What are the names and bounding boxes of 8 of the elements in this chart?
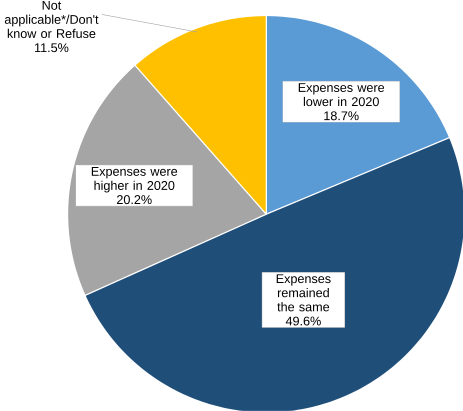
slice-label: Expenses remained the same bbox=[276, 274, 331, 312]
data-label: 18.7% bbox=[324, 111, 359, 120]
data-label: 49.6% bbox=[286, 316, 321, 326]
data-label: 20.2% bbox=[117, 195, 152, 204]
slice-label: Expenses were higher in 2020 bbox=[92, 167, 178, 192]
slice-label: Expenses were lower in 2020 bbox=[298, 83, 384, 106]
data-label: 11.5% bbox=[35, 43, 68, 52]
slice-label: Not applicable*/Don't know or Refuse bbox=[4, 1, 98, 38]
